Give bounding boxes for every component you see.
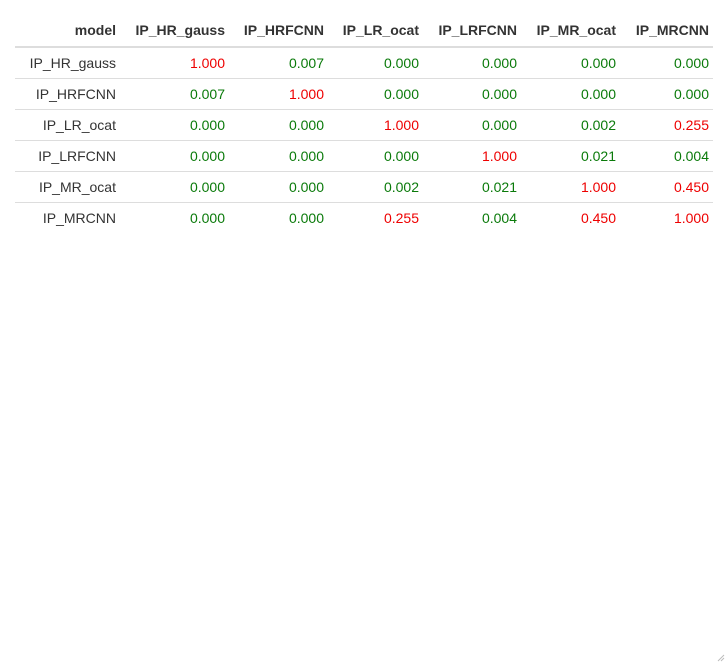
- correlation-table: model IP_HR_gauss IP_HRFCNN IP_LR_ocat I…: [15, 14, 713, 233]
- table-cell-value: 1.000: [229, 78, 328, 110]
- header-ip-mrcnn: IP_MRCNN: [620, 14, 713, 48]
- table-cell-value: 0.000: [229, 202, 328, 233]
- row-model-label: IP_MR_ocat: [15, 171, 120, 203]
- table-cell-value: 0.000: [229, 109, 328, 141]
- table-cell-value: 1.000: [189, 55, 225, 71]
- table-cell-value: 0.255: [328, 202, 423, 233]
- table-row: IP_HRFCNN 0.007 1.000 0.000 0.000 0.000 0.000: [15, 78, 713, 110]
- table-cell-value: 0.002: [521, 109, 620, 141]
- correlation-table-container: model IP_HR_gauss IP_HRFCNN IP_LR_ocat I…: [15, 14, 713, 233]
- table-cell-value: 0.450: [620, 171, 713, 203]
- table-cell-value: 0.000: [229, 140, 328, 172]
- header-model: model: [15, 14, 120, 48]
- table-cell-value: 0.000: [383, 55, 419, 71]
- header-ip-lr-ocat: IP_LR_ocat: [328, 14, 423, 48]
- table-cell-value: 0.000: [423, 78, 521, 110]
- table-cell-value: 1.000: [423, 140, 521, 172]
- table-cell-value: 1.000: [328, 109, 423, 141]
- table-cell-value: 0.004: [423, 202, 521, 233]
- table-cell-value: 0.450: [521, 202, 620, 233]
- table-cell-value: 0.021: [521, 140, 620, 172]
- table-cell-value: 0.000: [580, 55, 616, 71]
- row-model-label: IP_MRCNN: [15, 202, 120, 233]
- table-cell-value: 0.007: [288, 55, 324, 71]
- table-cell-value: 0.000: [620, 78, 713, 110]
- table-cell-value: 0.000: [521, 78, 620, 110]
- table-cell-value: 0.255: [620, 109, 713, 141]
- table-cell-value: 0.000: [328, 140, 423, 172]
- table-row: IP_MR_ocat 0.000 0.000 0.002 0.021 1.000 0.450: [15, 171, 713, 203]
- row-model-label: IP_LR_ocat: [15, 109, 120, 141]
- header-ip-lrfcnn: IP_LRFCNN: [423, 14, 521, 48]
- table-header: model IP_HR_gauss IP_HRFCNN IP_LR_ocat I…: [15, 14, 713, 48]
- table-cell-value: 0.021: [423, 171, 521, 203]
- table-cell-value: 0.000: [120, 109, 229, 141]
- table-cell-value: 0.000: [120, 171, 229, 203]
- row-model-label: IP_LRFCNN: [15, 140, 120, 172]
- table-cell-value: 0.000: [229, 171, 328, 203]
- table-body: IP_HR_gauss 1.000 0.007 0.000 0.000 0.000 0.00…: [15, 47, 713, 233]
- table-cell-value: 0.000: [120, 140, 229, 172]
- table-cell-value: 1.000: [521, 171, 620, 203]
- table-row: IP_LR_ocat 0.000 0.000 1.000 0.000 0.002 0.255: [15, 109, 713, 141]
- table-cell-value: 0.002: [328, 171, 423, 203]
- table-row: IP_HR_gauss 1.000 0.007 0.000 0.000 0.000 0.00…: [15, 47, 713, 79]
- row-model-label: IP_HR_gauss: [29, 55, 116, 71]
- table-cell-value: 0.004: [620, 140, 713, 172]
- table-cell-value: 0.000: [120, 202, 229, 233]
- table-row: IP_MRCNN 0.000 0.000 0.255 0.004 0.450 1.000: [15, 202, 713, 233]
- table-row: IP_LRFCNN 0.000 0.000 0.000 1.000 0.021 0.004: [15, 140, 713, 172]
- header-ip-hrfcnn: IP_HRFCNN: [229, 14, 328, 48]
- table-cell-value: 0.000: [328, 78, 423, 110]
- header-ip-mr-ocat: IP_MR_ocat: [521, 14, 620, 48]
- table-cell-value: 0.000: [673, 55, 709, 71]
- table-cell-value: 0.000: [481, 55, 517, 71]
- header-ip-hr-gauss: IP_HR_gauss: [120, 14, 229, 48]
- table-cell-value: 0.007: [120, 78, 229, 110]
- header-row: model IP_HR_gauss IP_HRFCNN IP_LR_ocat I…: [15, 14, 713, 48]
- table-cell-value: 1.000: [620, 202, 713, 233]
- resize-grip-icon[interactable]: [717, 654, 725, 662]
- table-cell-value: 0.000: [423, 109, 521, 141]
- row-model-label: IP_HRFCNN: [15, 78, 120, 110]
